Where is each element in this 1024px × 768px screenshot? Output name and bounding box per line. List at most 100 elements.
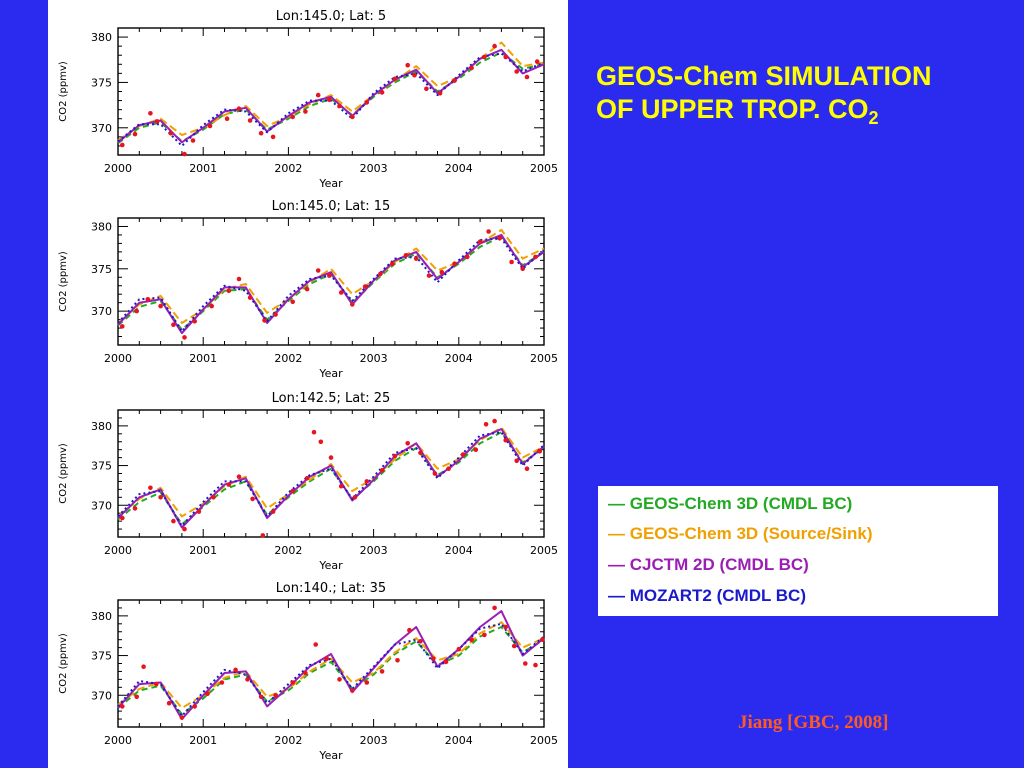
legend-item-geos-chem-cmdl: — GEOS-Chem 3D (CMDL BC): [608, 494, 853, 513]
observation-point: [290, 488, 295, 494]
observation-point: [270, 509, 276, 514]
observation-point: [392, 76, 398, 82]
observation-point: [236, 106, 242, 111]
x-tick-label: 2002: [274, 352, 302, 365]
chart-panel-1: Lon:145.0; Lat: 5 2000 2001 2002 2003 2004 200…: [58, 9, 558, 190]
observation-point: [379, 90, 385, 95]
observation-point: [424, 86, 429, 92]
observation-point: [179, 715, 185, 720]
observation-point: [533, 662, 538, 668]
observation-point: [432, 471, 438, 476]
observation-point: [132, 131, 138, 137]
observation-point: [273, 312, 278, 317]
observation-point: [338, 290, 344, 295]
observation-point: [134, 694, 139, 700]
observation-point: [430, 656, 436, 661]
observation-point: [392, 453, 398, 459]
legend-item-mozart2: — MOZART2 (CMDL BC): [608, 586, 806, 605]
x-tick-label: 2005: [530, 162, 558, 175]
observation-point: [182, 151, 187, 157]
observation-point: [446, 466, 451, 472]
x-tick-label: 2003: [360, 162, 388, 175]
observation-point: [190, 138, 196, 143]
observation-point: [405, 62, 411, 68]
observation-point: [426, 273, 432, 278]
observation-point: [304, 476, 310, 481]
x-axis-label: Year: [318, 367, 343, 380]
x-axis-label: Year: [318, 177, 343, 190]
observation-point: [171, 322, 176, 328]
y-tick-label: 370: [91, 689, 112, 702]
slide-title-subscript: 2: [868, 108, 879, 128]
observation-point: [245, 677, 250, 682]
observation-point: [205, 691, 210, 696]
observation-point: [364, 479, 370, 484]
observation-point: [145, 297, 151, 302]
x-tick-label: 2003: [360, 734, 388, 747]
observation-point: [311, 429, 317, 435]
observation-point: [303, 670, 308, 676]
observation-point: [337, 103, 342, 109]
observation-point: [514, 458, 519, 464]
y-axis-label: CO2 (ppmv): [58, 633, 69, 694]
observation-point: [452, 261, 457, 267]
observation-point: [439, 269, 445, 275]
observation-point: [452, 78, 457, 83]
observation-point: [534, 59, 540, 64]
observation-point: [207, 123, 213, 129]
chart-title: Lon:145.0; Lat: 15: [272, 199, 391, 214]
observation-point: [540, 637, 545, 642]
observation-point: [148, 485, 153, 491]
observation-point: [290, 299, 295, 305]
chart-title: Lon:142.5; Lat: 25: [272, 391, 391, 406]
observation-point: [418, 639, 423, 644]
x-axis-label: Year: [318, 559, 343, 572]
series-line: [117, 622, 545, 717]
observation-point: [483, 422, 489, 427]
chart-title: Lon:145.0; Lat: 5: [276, 9, 386, 24]
observation-point: [318, 439, 324, 445]
slide-title-line1: GEOS-Chem SIMULATION: [596, 61, 932, 91]
chart-title: Lon:140.; Lat: 35: [276, 581, 386, 596]
series-line: [117, 626, 545, 716]
x-tick-label: 2005: [530, 734, 558, 747]
observation-point: [192, 704, 197, 709]
x-tick-label: 2001: [189, 352, 217, 365]
y-tick-label: 380: [91, 420, 112, 433]
observation-point: [537, 449, 542, 454]
observation-point: [337, 677, 342, 682]
observation-point: [395, 658, 400, 663]
series-line: [117, 233, 545, 335]
observation-point: [492, 418, 497, 424]
observation-point: [413, 256, 419, 261]
observation-point: [350, 688, 355, 693]
observation-point: [492, 605, 497, 611]
y-tick-label: 375: [91, 76, 112, 89]
x-tick-label: 2003: [360, 544, 388, 557]
observation-point: [226, 482, 232, 487]
plot-frame: [117, 217, 545, 346]
slide-title-line2-text: OF UPPER TROP. CO: [596, 94, 869, 124]
observation-point: [120, 704, 125, 709]
observation-point: [418, 450, 423, 456]
observation-point: [523, 661, 528, 666]
observation-point: [364, 680, 370, 685]
legend-item-cjctm-2d: — CJCTM 2D (CMDL BC): [608, 555, 809, 574]
observation-point: [405, 441, 411, 446]
x-tick-label: 2002: [274, 734, 302, 747]
observation-point: [350, 302, 355, 307]
y-tick-label: 370: [91, 305, 112, 318]
observation-point: [509, 259, 514, 265]
observation-point: [313, 642, 319, 647]
y-axis-label: CO2 (ppmv): [58, 61, 69, 122]
observation-point: [482, 632, 487, 638]
observation-point: [520, 266, 525, 272]
legend-item-geos-chem-source-sink: — GEOS-Chem 3D (Source/Sink): [608, 524, 873, 543]
observation-point: [407, 627, 412, 633]
x-tick-label: 2004: [445, 352, 473, 365]
observation-point: [303, 109, 308, 114]
series-line: [117, 235, 545, 331]
observation-point: [154, 119, 160, 124]
x-tick-label: 2001: [189, 544, 217, 557]
chart-panel-3: Lon:142.5; Lat: 25 2000 2001 2002 2003 2004 20…: [58, 391, 558, 572]
